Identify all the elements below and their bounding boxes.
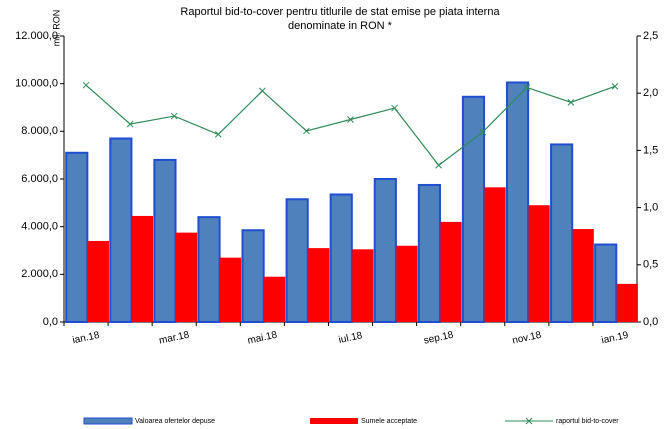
line-marker xyxy=(435,161,443,169)
y2-tick-label: 0,5 xyxy=(643,259,658,271)
bar xyxy=(87,240,109,322)
line xyxy=(85,84,616,167)
y-axis-label: mil. RON xyxy=(51,10,61,47)
line-marker xyxy=(347,116,354,123)
legend-swatch xyxy=(83,417,133,425)
bar xyxy=(528,205,550,322)
x-tick-label: iul.18 xyxy=(338,330,364,346)
y2-tick-label: 2,0 xyxy=(643,87,658,99)
bar xyxy=(220,257,242,322)
legend-swatch xyxy=(310,418,358,424)
y-tick-label: 8.000,0 xyxy=(21,125,58,137)
line-marker xyxy=(170,112,178,120)
line-marker xyxy=(391,104,398,112)
bar xyxy=(241,229,265,323)
line-marker xyxy=(523,84,531,91)
bar xyxy=(285,198,309,323)
bar xyxy=(572,229,594,322)
x-tick-label: nov.18 xyxy=(511,330,542,347)
y-tick-label: 6.000,0 xyxy=(21,173,58,185)
legend-label: raportul bid-to-cover xyxy=(556,418,619,425)
bar xyxy=(352,249,374,322)
y-tick-label: 0,0 xyxy=(43,316,58,328)
line-marker xyxy=(214,131,222,138)
bar xyxy=(264,276,286,322)
line-marker xyxy=(479,128,487,136)
x-tick-label: mai.18 xyxy=(247,330,279,347)
y-tick-label: 2.000,0 xyxy=(21,268,58,280)
y2-tick-label: 1,0 xyxy=(643,202,658,214)
x-tick-label: sep.18 xyxy=(423,330,455,347)
bar xyxy=(484,187,506,322)
line-marker xyxy=(611,82,619,90)
bar xyxy=(440,221,462,322)
line-marker xyxy=(567,98,575,106)
legend-marker xyxy=(525,417,533,425)
line-marker xyxy=(303,127,310,135)
y2-tick-label: 2,5 xyxy=(643,30,658,42)
x-tick-label: ian.19 xyxy=(601,330,630,347)
bar xyxy=(175,232,198,322)
bar xyxy=(373,178,397,323)
y2-tick-label: 0,0 xyxy=(643,316,658,328)
bar xyxy=(417,183,441,323)
bar xyxy=(65,151,89,323)
bar xyxy=(131,215,154,322)
chart-subtitle: denominate in RON * xyxy=(288,20,393,32)
line-marker xyxy=(82,81,90,89)
bar xyxy=(550,143,574,323)
y-tick-label: 10.000,0 xyxy=(15,78,58,90)
bar xyxy=(197,216,221,323)
bar xyxy=(329,193,353,323)
y-tick-label: 4.000,0 xyxy=(21,221,58,233)
legend-label: Sumele acceptate xyxy=(361,418,417,425)
bar xyxy=(109,137,133,323)
y2-tick-label: 1,5 xyxy=(643,144,658,156)
y-tick-label: 12.000,0 xyxy=(15,30,58,42)
bar xyxy=(461,95,486,324)
line-marker xyxy=(126,120,134,128)
bar xyxy=(308,248,330,322)
bar xyxy=(396,245,418,322)
legend-label: Valoarea ofertelor depuse xyxy=(135,418,215,425)
bar xyxy=(616,283,638,322)
bar xyxy=(594,243,618,324)
x-tick-label: mar.18 xyxy=(158,329,191,346)
bar xyxy=(153,158,177,323)
chart-title: Raportul bid-to-cover pentru titlurile d… xyxy=(180,6,500,18)
x-tick-label: ian.18 xyxy=(72,330,101,347)
line-marker xyxy=(258,87,266,95)
bar xyxy=(505,81,530,323)
